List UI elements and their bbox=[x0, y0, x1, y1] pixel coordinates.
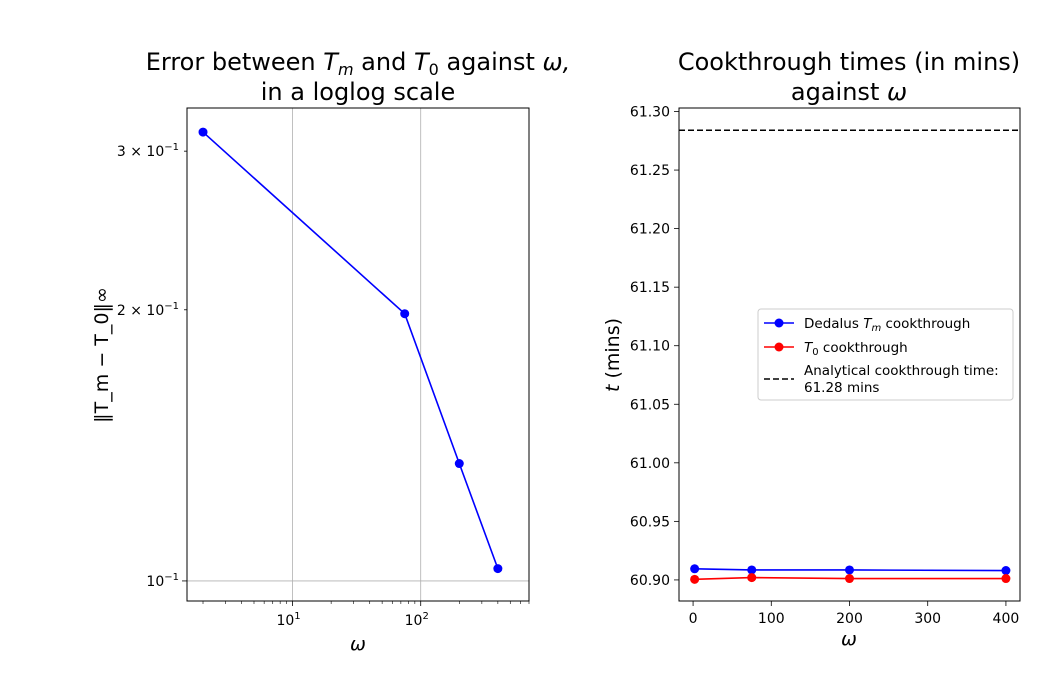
chart2-title-line1: Cookthrough times (in mins) bbox=[678, 48, 1020, 76]
chart2-y-tick-label: 60.90 bbox=[630, 573, 670, 589]
chart1-x-tick-exp: 1 bbox=[294, 611, 300, 622]
chart1-y-tick-mantissa: 2 × bbox=[117, 303, 147, 319]
legend-label-analytical-line2: 61.28 mins bbox=[804, 380, 879, 396]
chart2-x-tick-label: 300 bbox=[914, 611, 941, 627]
chart2-legend: Dedalus Tm cookthrough T0 cookthrough An… bbox=[757, 308, 1014, 401]
chart1-data-point bbox=[400, 309, 410, 319]
chart1-data-point bbox=[198, 127, 208, 137]
legend-label-dedalus: Dedalus Tm cookthrough bbox=[804, 316, 970, 334]
chart2-data-point-0 bbox=[1001, 566, 1011, 576]
chart1-y-tick-label: 2 × 10−1 bbox=[117, 301, 179, 319]
chart1-plot-frame bbox=[186, 107, 530, 602]
chart1-title-line1: Error between Tm and T0 against ω, bbox=[146, 48, 571, 79]
chart2-y-axis-label-text: t (mins) bbox=[602, 318, 624, 392]
legend-marker-t0 bbox=[774, 342, 784, 352]
chart1-y-tick-mantissa: 3 × bbox=[117, 144, 147, 160]
chart1-y-tick-base: 10 bbox=[146, 574, 164, 590]
chart1-x-tick-label: 102 bbox=[405, 611, 429, 629]
chart1-y-tick-label: 10−1 bbox=[146, 572, 179, 590]
chart2-y-axis-label: t (mins) bbox=[602, 318, 624, 392]
chart2-y-tick-label: 61.20 bbox=[630, 222, 670, 238]
chart1-gridlines bbox=[187, 108, 529, 601]
legend-marker-dedalus bbox=[774, 318, 784, 328]
chart2-y-tick-label: 61.30 bbox=[630, 105, 670, 121]
chart1-x-tick-base: 10 bbox=[405, 613, 423, 629]
chart2-data-point-0 bbox=[747, 565, 757, 575]
legend-frame bbox=[757, 308, 1014, 401]
chart1-y-tick-base: 10 bbox=[146, 144, 164, 160]
chart1-y-tick-exp: −1 bbox=[164, 301, 179, 312]
chart2-title-line2: against ω bbox=[791, 78, 907, 106]
chart2-x-tick-label: 200 bbox=[836, 611, 863, 627]
chart2-y-tick-label: 60.95 bbox=[630, 514, 670, 530]
chart1-x-axis-label: ω bbox=[350, 633, 366, 655]
chart2-series-line-1 bbox=[694, 576, 1006, 581]
chart2-series bbox=[690, 564, 1011, 584]
chart2-y-tick-label: 61.10 bbox=[630, 339, 670, 355]
legend-label-analytical-line1: Analytical cookthrough time: bbox=[804, 363, 999, 379]
chart2-x-tick-label: 100 bbox=[758, 611, 785, 627]
chart1-data-point bbox=[454, 459, 464, 469]
chart2-data-point-1 bbox=[1001, 574, 1011, 584]
chart2-data-point-1 bbox=[845, 574, 854, 584]
chart2-series-line-0 bbox=[694, 567, 1006, 572]
chart1-y-tick-exp: −1 bbox=[164, 572, 179, 583]
chart1-series-line bbox=[202, 131, 499, 569]
chart2-data-point-0 bbox=[845, 565, 854, 575]
chart1-x-tick-base: 10 bbox=[276, 613, 294, 629]
chart2-ticks: 0 100 200 300 400 60.90 60.95 61.00 61.05 61.10 61… bbox=[630, 105, 1019, 627]
chart2-y-tick-label: 61.05 bbox=[630, 397, 670, 413]
chart1-data-point bbox=[493, 564, 503, 574]
chart1-y-tick-exp: −1 bbox=[164, 142, 179, 153]
legend-label-t0: T0 cookthrough bbox=[804, 340, 908, 358]
chart2-y-tick-label: 61.25 bbox=[630, 163, 670, 179]
chart2-y-tick-label: 61.00 bbox=[630, 456, 670, 472]
chart1-y-tick-label: 3 × 10−1 bbox=[117, 142, 179, 160]
chart1-y-axis-label: ‖T_m − T_0‖∞ bbox=[91, 287, 113, 423]
chart2-data-point-1 bbox=[747, 573, 757, 583]
chart1-x-tick-exp: 2 bbox=[422, 611, 428, 622]
chart1-y-tick-base: 10 bbox=[146, 303, 164, 319]
chart1-title-line2: in a loglog scale bbox=[261, 78, 455, 106]
chart1-series bbox=[198, 127, 503, 574]
chart2-plot-frame bbox=[678, 107, 1021, 602]
chart2-data-point-1 bbox=[690, 574, 700, 584]
chart2-y-tick-label: 61.15 bbox=[630, 280, 670, 296]
cookthrough-times-chart: Cookthrough times (in mins) against ω 0 1… bbox=[602, 48, 1021, 650]
chart2-x-tick-label: 400 bbox=[993, 611, 1020, 627]
chart2-x-axis-label: ω bbox=[841, 628, 857, 650]
chart2-x-tick-label: 0 bbox=[689, 611, 698, 627]
error-loglog-chart: Error between Tm and T0 against ω, in a … bbox=[91, 48, 570, 655]
chart1-y-axis-label-text: ‖T_m − T_0‖∞ bbox=[91, 287, 113, 423]
chart1-x-tick-label: 101 bbox=[276, 611, 300, 629]
chart2-data-point-0 bbox=[690, 564, 700, 574]
